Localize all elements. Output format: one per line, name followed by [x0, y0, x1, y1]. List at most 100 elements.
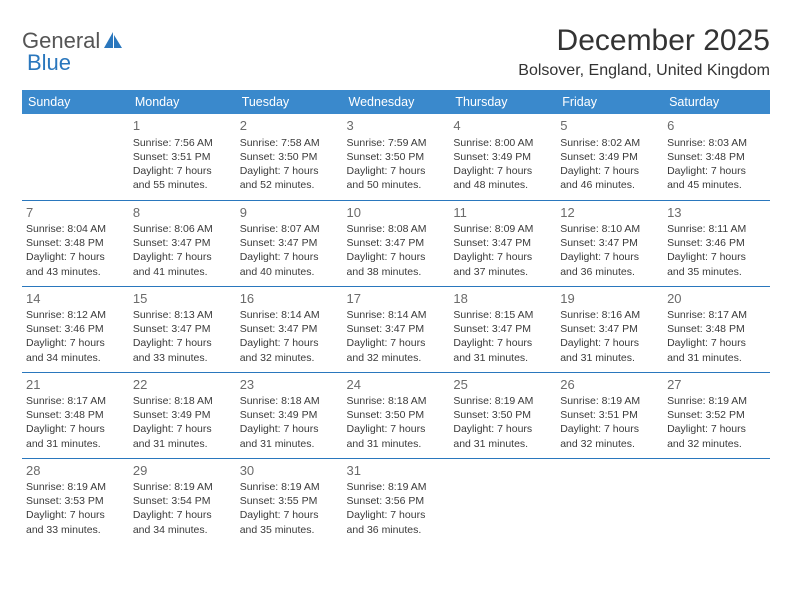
day-number: 5: [560, 117, 659, 135]
daylight-text: Daylight: 7 hours: [26, 336, 125, 350]
daylight-text: Daylight: 7 hours: [240, 250, 339, 264]
daylight-text: Daylight: 7 hours: [26, 422, 125, 436]
calendar-week-row: 1Sunrise: 7:56 AMSunset: 3:51 PMDaylight…: [22, 114, 770, 200]
calendar-week-row: 21Sunrise: 8:17 AMSunset: 3:48 PMDayligh…: [22, 372, 770, 458]
title-block: December 2025 Bolsover, England, United …: [518, 24, 770, 80]
daylight-text: and 35 minutes.: [240, 523, 339, 537]
calendar-page: General December 2025 Bolsover, England,…: [0, 0, 792, 554]
sunset-text: Sunset: 3:55 PM: [240, 494, 339, 508]
daylight-text: Daylight: 7 hours: [347, 508, 446, 522]
daylight-text: and 33 minutes.: [26, 523, 125, 537]
daylight-text: and 36 minutes.: [347, 523, 446, 537]
weekday-header: Sunday: [22, 90, 129, 114]
daylight-text: Daylight: 7 hours: [667, 422, 766, 436]
calendar-day-cell: 19Sunrise: 8:16 AMSunset: 3:47 PMDayligh…: [556, 286, 663, 372]
calendar-day-cell: 15Sunrise: 8:13 AMSunset: 3:47 PMDayligh…: [129, 286, 236, 372]
calendar-day-cell: 24Sunrise: 8:18 AMSunset: 3:50 PMDayligh…: [343, 372, 450, 458]
sunrise-text: Sunrise: 8:17 AM: [667, 308, 766, 322]
daylight-text: and 33 minutes.: [133, 351, 232, 365]
day-number: 8: [133, 204, 232, 222]
daylight-text: Daylight: 7 hours: [667, 336, 766, 350]
daylight-text: and 31 minutes.: [347, 437, 446, 451]
day-number: 31: [347, 462, 446, 480]
daylight-text: Daylight: 7 hours: [133, 336, 232, 350]
daylight-text: and 34 minutes.: [26, 351, 125, 365]
daylight-text: Daylight: 7 hours: [453, 336, 552, 350]
calendar-empty-cell: [22, 114, 129, 200]
sunset-text: Sunset: 3:48 PM: [667, 322, 766, 336]
daylight-text: Daylight: 7 hours: [560, 250, 659, 264]
sunset-text: Sunset: 3:47 PM: [240, 322, 339, 336]
calendar-empty-cell: [663, 458, 770, 544]
sunrise-text: Sunrise: 8:10 AM: [560, 222, 659, 236]
daylight-text: Daylight: 7 hours: [560, 422, 659, 436]
daylight-text: Daylight: 7 hours: [133, 250, 232, 264]
sunrise-text: Sunrise: 8:06 AM: [133, 222, 232, 236]
calendar-day-cell: 2Sunrise: 7:58 AMSunset: 3:50 PMDaylight…: [236, 114, 343, 200]
sunrise-text: Sunrise: 8:16 AM: [560, 308, 659, 322]
calendar-week-row: 7Sunrise: 8:04 AMSunset: 3:48 PMDaylight…: [22, 200, 770, 286]
calendar-day-cell: 27Sunrise: 8:19 AMSunset: 3:52 PMDayligh…: [663, 372, 770, 458]
calendar-empty-cell: [556, 458, 663, 544]
calendar-day-cell: 31Sunrise: 8:19 AMSunset: 3:56 PMDayligh…: [343, 458, 450, 544]
calendar-day-cell: 25Sunrise: 8:19 AMSunset: 3:50 PMDayligh…: [449, 372, 556, 458]
page-location: Bolsover, England, United Kingdom: [518, 62, 770, 80]
calendar-day-cell: 11Sunrise: 8:09 AMSunset: 3:47 PMDayligh…: [449, 200, 556, 286]
sunrise-text: Sunrise: 8:08 AM: [347, 222, 446, 236]
calendar-day-cell: 26Sunrise: 8:19 AMSunset: 3:51 PMDayligh…: [556, 372, 663, 458]
sunset-text: Sunset: 3:47 PM: [560, 236, 659, 250]
sunset-text: Sunset: 3:54 PM: [133, 494, 232, 508]
sail-icon: [102, 31, 124, 51]
daylight-text: and 31 minutes.: [133, 437, 232, 451]
daylight-text: and 46 minutes.: [560, 178, 659, 192]
calendar-week-row: 28Sunrise: 8:19 AMSunset: 3:53 PMDayligh…: [22, 458, 770, 544]
sunset-text: Sunset: 3:48 PM: [667, 150, 766, 164]
sunrise-text: Sunrise: 8:03 AM: [667, 136, 766, 150]
sunrise-text: Sunrise: 8:19 AM: [133, 480, 232, 494]
daylight-text: Daylight: 7 hours: [667, 164, 766, 178]
daylight-text: Daylight: 7 hours: [453, 164, 552, 178]
day-number: 16: [240, 290, 339, 308]
sunset-text: Sunset: 3:50 PM: [347, 150, 446, 164]
daylight-text: Daylight: 7 hours: [453, 250, 552, 264]
daylight-text: and 31 minutes.: [453, 437, 552, 451]
calendar-day-cell: 3Sunrise: 7:59 AMSunset: 3:50 PMDaylight…: [343, 114, 450, 200]
sunset-text: Sunset: 3:50 PM: [240, 150, 339, 164]
daylight-text: and 32 minutes.: [240, 351, 339, 365]
daylight-text: and 35 minutes.: [667, 265, 766, 279]
daylight-text: and 43 minutes.: [26, 265, 125, 279]
sunrise-text: Sunrise: 7:58 AM: [240, 136, 339, 150]
sunset-text: Sunset: 3:46 PM: [667, 236, 766, 250]
sunrise-text: Sunrise: 8:18 AM: [240, 394, 339, 408]
sunset-text: Sunset: 3:50 PM: [453, 408, 552, 422]
calendar-day-cell: 28Sunrise: 8:19 AMSunset: 3:53 PMDayligh…: [22, 458, 129, 544]
sunrise-text: Sunrise: 8:19 AM: [240, 480, 339, 494]
calendar-day-cell: 18Sunrise: 8:15 AMSunset: 3:47 PMDayligh…: [449, 286, 556, 372]
calendar-day-cell: 22Sunrise: 8:18 AMSunset: 3:49 PMDayligh…: [129, 372, 236, 458]
calendar-day-cell: 8Sunrise: 8:06 AMSunset: 3:47 PMDaylight…: [129, 200, 236, 286]
brand-text-blue-wrap: Blue: [27, 50, 71, 76]
calendar-day-cell: 14Sunrise: 8:12 AMSunset: 3:46 PMDayligh…: [22, 286, 129, 372]
day-number: 10: [347, 204, 446, 222]
day-number: 23: [240, 376, 339, 394]
calendar-day-cell: 21Sunrise: 8:17 AMSunset: 3:48 PMDayligh…: [22, 372, 129, 458]
day-number: 17: [347, 290, 446, 308]
sunrise-text: Sunrise: 8:02 AM: [560, 136, 659, 150]
sunset-text: Sunset: 3:53 PM: [26, 494, 125, 508]
day-number: 24: [347, 376, 446, 394]
sunrise-text: Sunrise: 8:07 AM: [240, 222, 339, 236]
sunset-text: Sunset: 3:48 PM: [26, 236, 125, 250]
daylight-text: and 34 minutes.: [133, 523, 232, 537]
daylight-text: Daylight: 7 hours: [347, 422, 446, 436]
day-number: 15: [133, 290, 232, 308]
day-number: 9: [240, 204, 339, 222]
day-number: 21: [26, 376, 125, 394]
day-number: 18: [453, 290, 552, 308]
weekday-header: Friday: [556, 90, 663, 114]
sunset-text: Sunset: 3:47 PM: [560, 322, 659, 336]
sunset-text: Sunset: 3:52 PM: [667, 408, 766, 422]
sunrise-text: Sunrise: 8:11 AM: [667, 222, 766, 236]
sunset-text: Sunset: 3:47 PM: [347, 322, 446, 336]
calendar-day-cell: 20Sunrise: 8:17 AMSunset: 3:48 PMDayligh…: [663, 286, 770, 372]
day-number: 6: [667, 117, 766, 135]
